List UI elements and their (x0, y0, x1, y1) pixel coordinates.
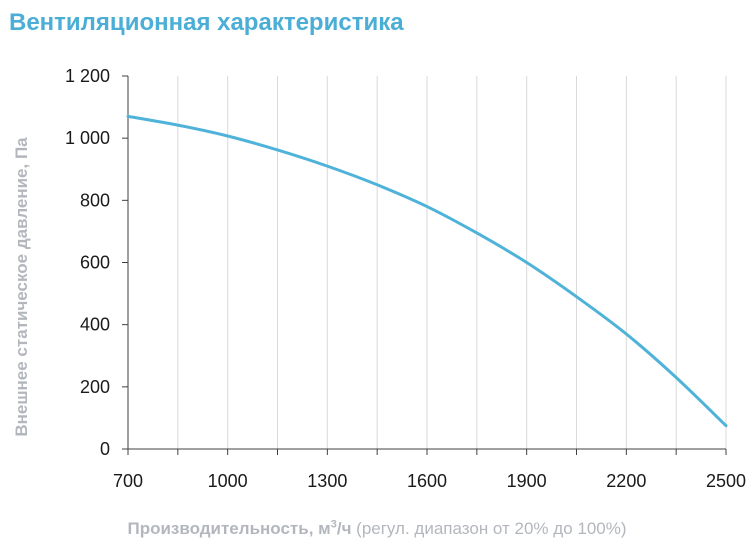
y-tick-label: 600 (80, 253, 110, 273)
y-tick-label: 200 (80, 377, 110, 397)
y-tick-label: 400 (80, 315, 110, 335)
y-tick-label: 0 (100, 439, 110, 459)
y-tick-label: 1 200 (65, 66, 110, 86)
x-axis-label-main: Производительность (127, 519, 309, 538)
axes (122, 75, 727, 455)
series-line (126, 114, 728, 428)
x-tick-label: 1300 (307, 471, 347, 491)
x-axis-label-unit-prefix: , м (308, 519, 331, 538)
y-tick-label: 800 (80, 190, 110, 210)
x-axis-label-unit-sup: 3 (330, 518, 337, 531)
x-axis-label: Производительность, м3/ч (регул. диапазо… (0, 519, 754, 539)
grid-lines (177, 76, 727, 449)
x-tick-label: 1900 (507, 471, 547, 491)
x-tick-label: 2200 (606, 471, 646, 491)
x-tick-label: 2500 (706, 471, 746, 491)
x-tick-label: 700 (113, 471, 143, 491)
series-layer (126, 114, 728, 428)
x-axis-label-unit-suffix: /ч (336, 519, 352, 538)
x-tick-label: 1600 (407, 471, 447, 491)
x-tick-label: 1000 (208, 471, 248, 491)
chart-title: Вентиляционная характеристика (9, 9, 404, 36)
y-tick-label: 1 000 (65, 128, 110, 148)
x-axis-label-note: (регул. диапазон от 20% до 100%) (351, 519, 627, 538)
